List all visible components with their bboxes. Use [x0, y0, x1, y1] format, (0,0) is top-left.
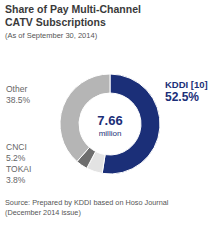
slice-label: Other38.5% [6, 84, 31, 105]
value-label: 52.5% [165, 90, 199, 104]
center-text: million [99, 129, 122, 138]
subtitle: (As of September 30, 2014) [5, 31, 98, 40]
category-label: CNCI [6, 142, 27, 152]
source: (December 2014 issue) [5, 208, 81, 217]
source: Source: Prepared by KDDI based on Hoso J… [5, 198, 169, 207]
value-label: 38.5% [6, 95, 31, 105]
title-group: Share of Pay Multi-ChannelCATV Subscript… [5, 3, 141, 28]
category-label: TOKAI [6, 164, 31, 174]
donut [60, 74, 160, 174]
value-label: 5.2% [6, 153, 26, 163]
chart: Share of Pay Multi-ChannelCATV Subscript… [0, 0, 220, 230]
category-label: Other [6, 84, 27, 94]
value-label: 3.8% [6, 175, 26, 185]
title: Share of Pay Multi-Channel [5, 3, 141, 15]
slice-label: CNCI5.2% [6, 142, 27, 163]
title: CATV Subscriptions [5, 16, 106, 28]
center-text: 7.66 [97, 113, 122, 128]
category-label: KDDI [10] [165, 79, 208, 90]
slice-label: KDDI [10]52.5% [165, 79, 208, 104]
slice-label: TOKAI3.8% [6, 164, 31, 185]
